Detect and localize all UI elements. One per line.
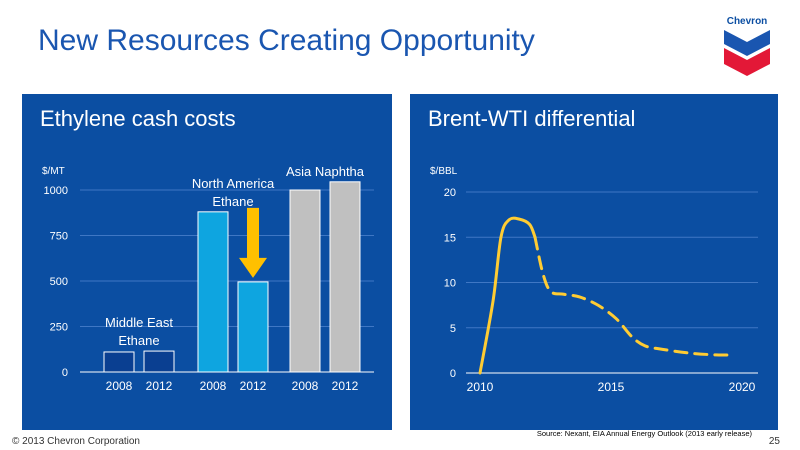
y-tick-label: 500 (50, 276, 68, 288)
ethylene-chart-title: Ethylene cash costs (40, 106, 236, 131)
y-tick-label: 250 (50, 322, 68, 334)
source-note: Source: Nexant, EIA Annual Energy Outloo… (536, 429, 752, 438)
x-tick-label: 2010 (467, 380, 494, 394)
x-tick-label: 2015 (598, 380, 625, 394)
x-tick-label: 2012 (332, 379, 359, 393)
x-tick-label: 2008 (292, 379, 319, 393)
brent-wti-panel: Brent-WTI differential $/BBL 0 5 10 15 20 2010… (410, 94, 778, 430)
group-label: Asia Naphtha (286, 164, 365, 179)
y-tick-label: 5 (450, 323, 456, 335)
series-line-forecast (533, 235, 734, 357)
y-axis-unit-label: $/MT (42, 166, 65, 177)
logo-text: Chevron (727, 16, 768, 27)
bar (197, 211, 229, 373)
y-tick-label: 20 (444, 187, 456, 199)
y-tick-label: 0 (62, 367, 68, 379)
brent-wti-chart-title: Brent-WTI differential (428, 106, 636, 131)
y-tick-label: 1000 (44, 185, 68, 197)
brent-wti-line-chart: $/BBL 0 5 10 15 20 2010 2015 2020 (430, 166, 758, 394)
slide-title: New Resources Creating Opportunity (38, 24, 535, 57)
copyright-footer: © 2013 Chevron Corporation (12, 436, 140, 447)
ethylene-bar-chart: $/MT 0 250 500 750 1000 2008 2012 Middle East Eth… (42, 164, 374, 393)
down-arrow-icon (239, 207, 267, 278)
y-tick-label: 10 (444, 278, 456, 290)
bar (143, 350, 175, 373)
group-label: Ethane (212, 194, 253, 209)
bar (329, 181, 361, 373)
bar (289, 189, 321, 373)
group-label: North America (192, 176, 275, 191)
x-tick-label: 2012 (146, 379, 173, 393)
series-line-actual (478, 216, 537, 375)
x-tick-label: 2008 (106, 379, 133, 393)
y-axis-unit-label: $/BBL (430, 166, 458, 177)
chevron-logo: Chevron (720, 12, 774, 80)
group-label: Ethane (118, 333, 159, 348)
x-tick-label: 2012 (240, 379, 267, 393)
bar (103, 351, 135, 373)
x-tick-label: 2008 (200, 379, 227, 393)
y-tick-label: 0 (450, 368, 456, 380)
y-tick-label: 750 (50, 231, 68, 243)
page-number: 25 (768, 436, 780, 447)
x-tick-label: 2020 (729, 380, 756, 394)
y-tick-label: 15 (444, 232, 456, 244)
bar (237, 281, 269, 373)
ethylene-panel: Ethylene cash costs $/MT 0 250 500 750 1000 20… (22, 94, 392, 430)
group-label: Middle East (105, 315, 173, 330)
